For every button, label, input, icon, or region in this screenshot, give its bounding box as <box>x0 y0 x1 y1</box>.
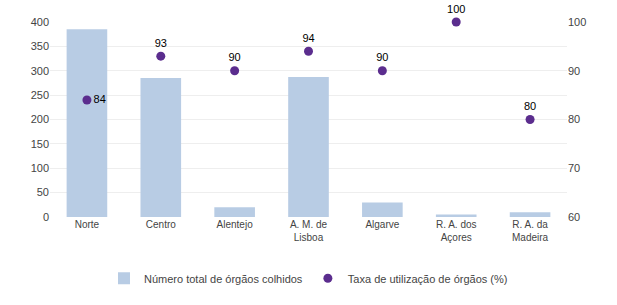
svg-text:84: 84 <box>94 93 106 105</box>
svg-text:50: 50 <box>37 186 49 198</box>
svg-text:300: 300 <box>31 65 49 77</box>
svg-text:150: 150 <box>31 138 49 150</box>
svg-text:R. A. daMadeira: R. A. daMadeira <box>512 219 549 243</box>
svg-text:90: 90 <box>568 65 580 77</box>
svg-text:250: 250 <box>31 89 49 101</box>
svg-text:93: 93 <box>155 37 167 49</box>
svg-text:80: 80 <box>524 100 536 112</box>
svg-text:Norte: Norte <box>75 219 100 230</box>
svg-text:70: 70 <box>568 162 580 174</box>
svg-text:400: 400 <box>31 16 49 28</box>
svg-text:60: 60 <box>568 211 580 223</box>
svg-text:0: 0 <box>43 211 49 223</box>
svg-text:R. A. dosAçores: R. A. dosAçores <box>436 219 477 243</box>
svg-text:350: 350 <box>31 40 49 52</box>
svg-text:94: 94 <box>302 32 314 44</box>
svg-text:Centro: Centro <box>146 219 176 230</box>
svg-text:Taxa de utilização de órgãos (: Taxa de utilização de órgãos (%) <box>348 273 508 285</box>
svg-text:90: 90 <box>376 51 388 63</box>
svg-text:100: 100 <box>568 16 586 28</box>
svg-text:Alentejo: Alentejo <box>217 219 254 230</box>
svg-text:100: 100 <box>447 3 465 15</box>
svg-text:90: 90 <box>229 51 241 63</box>
svg-text:A. M. deLisboa: A. M. deLisboa <box>290 219 328 243</box>
svg-text:80: 80 <box>568 113 580 125</box>
svg-text:Algarve: Algarve <box>365 219 399 230</box>
svg-text:Número total de órgãos colhido: Número total de órgãos colhidos <box>144 273 303 285</box>
svg-text:100: 100 <box>31 162 49 174</box>
svg-text:200: 200 <box>31 113 49 125</box>
